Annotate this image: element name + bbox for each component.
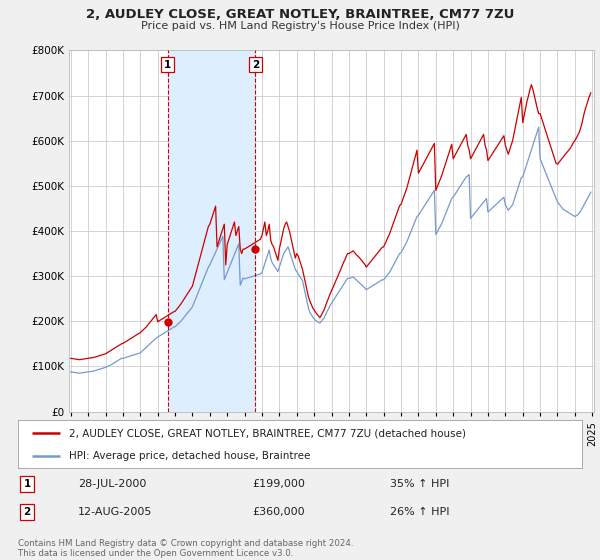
Text: 1: 1	[164, 60, 171, 70]
Text: 1: 1	[23, 479, 31, 489]
Text: 35% ↑ HPI: 35% ↑ HPI	[390, 479, 449, 489]
Text: £360,000: £360,000	[252, 507, 305, 517]
Text: Contains HM Land Registry data © Crown copyright and database right 2024.
This d: Contains HM Land Registry data © Crown c…	[18, 539, 353, 558]
Text: 2: 2	[23, 507, 31, 517]
Text: 12-AUG-2005: 12-AUG-2005	[78, 507, 152, 517]
Text: HPI: Average price, detached house, Braintree: HPI: Average price, detached house, Brai…	[69, 451, 310, 461]
Text: 26% ↑ HPI: 26% ↑ HPI	[390, 507, 449, 517]
Text: Price paid vs. HM Land Registry's House Price Index (HPI): Price paid vs. HM Land Registry's House …	[140, 21, 460, 31]
Text: £199,000: £199,000	[252, 479, 305, 489]
Text: 28-JUL-2000: 28-JUL-2000	[78, 479, 146, 489]
Bar	[167, 50, 256, 412]
Text: 2, AUDLEY CLOSE, GREAT NOTLEY, BRAINTREE, CM77 7ZU: 2, AUDLEY CLOSE, GREAT NOTLEY, BRAINTREE…	[86, 8, 514, 21]
Text: 2: 2	[252, 60, 259, 70]
Text: 2, AUDLEY CLOSE, GREAT NOTLEY, BRAINTREE, CM77 7ZU (detached house): 2, AUDLEY CLOSE, GREAT NOTLEY, BRAINTREE…	[69, 428, 466, 438]
